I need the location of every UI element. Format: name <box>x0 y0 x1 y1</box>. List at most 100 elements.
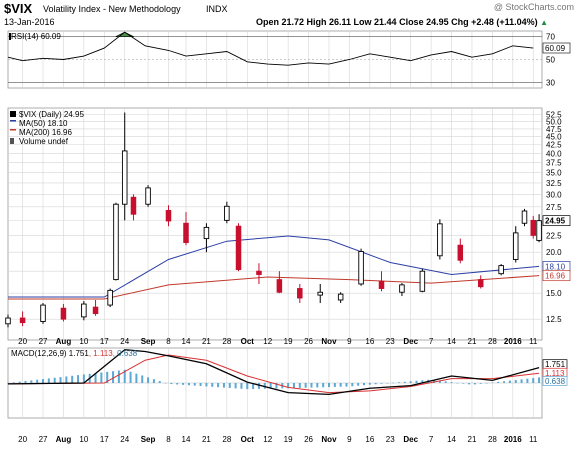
x-tick-label-bottom: 9 <box>347 435 352 444</box>
candle-body <box>276 279 283 293</box>
macd-histogram-bar <box>30 380 33 383</box>
price-last-value-box <box>542 215 571 227</box>
macd-histogram-bar <box>275 383 278 389</box>
x-tick-label-top: 11 <box>529 337 538 346</box>
macd-histogram-bar <box>491 382 494 384</box>
candle-body <box>419 270 426 292</box>
price-tick-label: 20.0 <box>546 248 562 257</box>
price-tick-label: 42.5 <box>546 141 562 150</box>
macd-histogram-bar <box>65 376 68 383</box>
price-legend-entry: $VIX (Daily) 24.95 <box>19 110 84 119</box>
macd-histogram-bar <box>141 375 144 383</box>
x-tick-label-bottom: 14 <box>182 435 191 444</box>
macd-title-part: MACD(12,26,9) 1.751 <box>11 349 89 358</box>
x-tick-label-bottom: 11 <box>529 435 538 444</box>
candle-body <box>457 244 464 261</box>
x-tick-label-top: Oct <box>241 337 255 346</box>
candle-body <box>536 220 542 241</box>
macd-last-value: 1.751 <box>545 360 566 369</box>
macd-histogram-bar <box>18 381 21 383</box>
x-tick-label-bottom: 24 <box>120 435 129 444</box>
price-legend-marker <box>10 138 14 144</box>
macd-histogram-bar <box>363 383 365 386</box>
macd-histogram-bar <box>36 379 39 383</box>
macd-histogram-bar <box>24 381 27 383</box>
price-tick-label: 37.5 <box>546 159 562 168</box>
macd-histogram-bar <box>322 383 325 388</box>
macd-histogram-bar <box>112 371 115 383</box>
candle-body <box>145 187 151 205</box>
ohlc-summary: Open 21.72 High 26.11 Low 21.44 Close 24… <box>256 17 548 27</box>
rsi-legend-marker <box>9 33 11 40</box>
macd-histogram-bar <box>94 373 97 383</box>
x-tick-label-top: 9 <box>347 337 352 346</box>
macd-histogram-bar <box>368 383 371 385</box>
x-tick-label-bottom: 27 <box>39 435 48 444</box>
macd-histogram-bar <box>327 383 330 388</box>
macd-histogram-bar <box>117 370 120 383</box>
rsi-last-value: 60.09 <box>545 44 566 53</box>
macd-histogram-bar <box>392 382 395 384</box>
up-arrow-icon: ▲ <box>540 18 549 27</box>
macd-histogram-bar <box>438 380 441 383</box>
macd-histogram-bar <box>468 383 471 385</box>
x-tick-label-bottom: Aug <box>56 435 72 444</box>
candle-body <box>378 280 385 289</box>
x-tick-label-bottom: 10 <box>79 435 88 444</box>
price-legend-marker <box>10 120 16 122</box>
x-tick-label-bottom: 17 <box>100 435 109 444</box>
candle-body <box>165 210 172 222</box>
x-tick-label-bottom: 28 <box>222 435 231 444</box>
macd-histogram-bar <box>351 383 354 387</box>
exchange-label: INDX <box>206 4 228 14</box>
macd-histogram-bar <box>357 383 360 386</box>
macd-histogram-bar <box>193 383 196 386</box>
macd-histogram-bar <box>304 383 307 388</box>
rsi-tick-label: 50 <box>546 56 555 65</box>
price-last-value: 16.96 <box>545 272 566 281</box>
rsi-tick-label: 70 <box>546 33 555 42</box>
x-tick-label-bottom: 2016 <box>504 435 522 444</box>
macd-histogram-bar <box>252 383 255 389</box>
candle-body <box>113 203 119 281</box>
candle-body <box>317 291 323 296</box>
x-tick-label-top: 28 <box>488 337 497 346</box>
x-tick-label-bottom: 7 <box>429 435 434 444</box>
candle-body <box>60 307 67 320</box>
macd-histogram-bar <box>508 380 511 383</box>
macd-histogram-bar <box>100 372 103 383</box>
candle-body <box>521 210 528 224</box>
price-tick-label: 22.5 <box>546 231 562 240</box>
macd-histogram-bar <box>421 380 424 383</box>
panel-frame-2 <box>7 107 543 341</box>
watermark: @ StockCharts.com <box>493 2 574 12</box>
x-tick-label-top: 17 <box>100 337 109 346</box>
macd-histogram-bar <box>310 383 313 388</box>
x-tick-label-bottom: 8 <box>166 435 171 444</box>
x-tick-label-top: Dec <box>403 337 418 346</box>
symbol-title: $VIX <box>4 1 33 16</box>
candle-body <box>512 232 519 260</box>
x-tick-label-bottom: 14 <box>447 435 456 444</box>
macd-histogram-bar <box>316 383 319 388</box>
macd-histogram-bar <box>298 383 301 388</box>
price-tick-label: 47.5 <box>546 125 562 134</box>
price-tick-label: 27.5 <box>546 203 562 212</box>
macd-histogram-bar <box>152 379 155 383</box>
x-tick-label-bottom: 28 <box>488 435 497 444</box>
chart-date: 13-Jan-2016 <box>4 17 55 27</box>
x-tick-label-top: 21 <box>202 337 211 346</box>
x-tick-label-top: 16 <box>365 337 374 346</box>
candle-body <box>399 284 405 293</box>
macd-title: MACD(12,26,9) 1.751, 1.113, 0.638 <box>11 349 138 358</box>
x-tick-label-top: Nov <box>321 337 337 346</box>
price-tick-label: 12.5 <box>546 315 562 324</box>
macd-histogram-bar <box>409 381 412 383</box>
macd-histogram-bar <box>211 383 214 387</box>
macd-histogram-bar <box>433 379 436 383</box>
macd-histogram-bar <box>77 375 80 383</box>
x-tick-label-top: 23 <box>386 337 395 346</box>
x-tick-label-bottom: 19 <box>284 435 293 444</box>
candle-body <box>224 205 230 221</box>
